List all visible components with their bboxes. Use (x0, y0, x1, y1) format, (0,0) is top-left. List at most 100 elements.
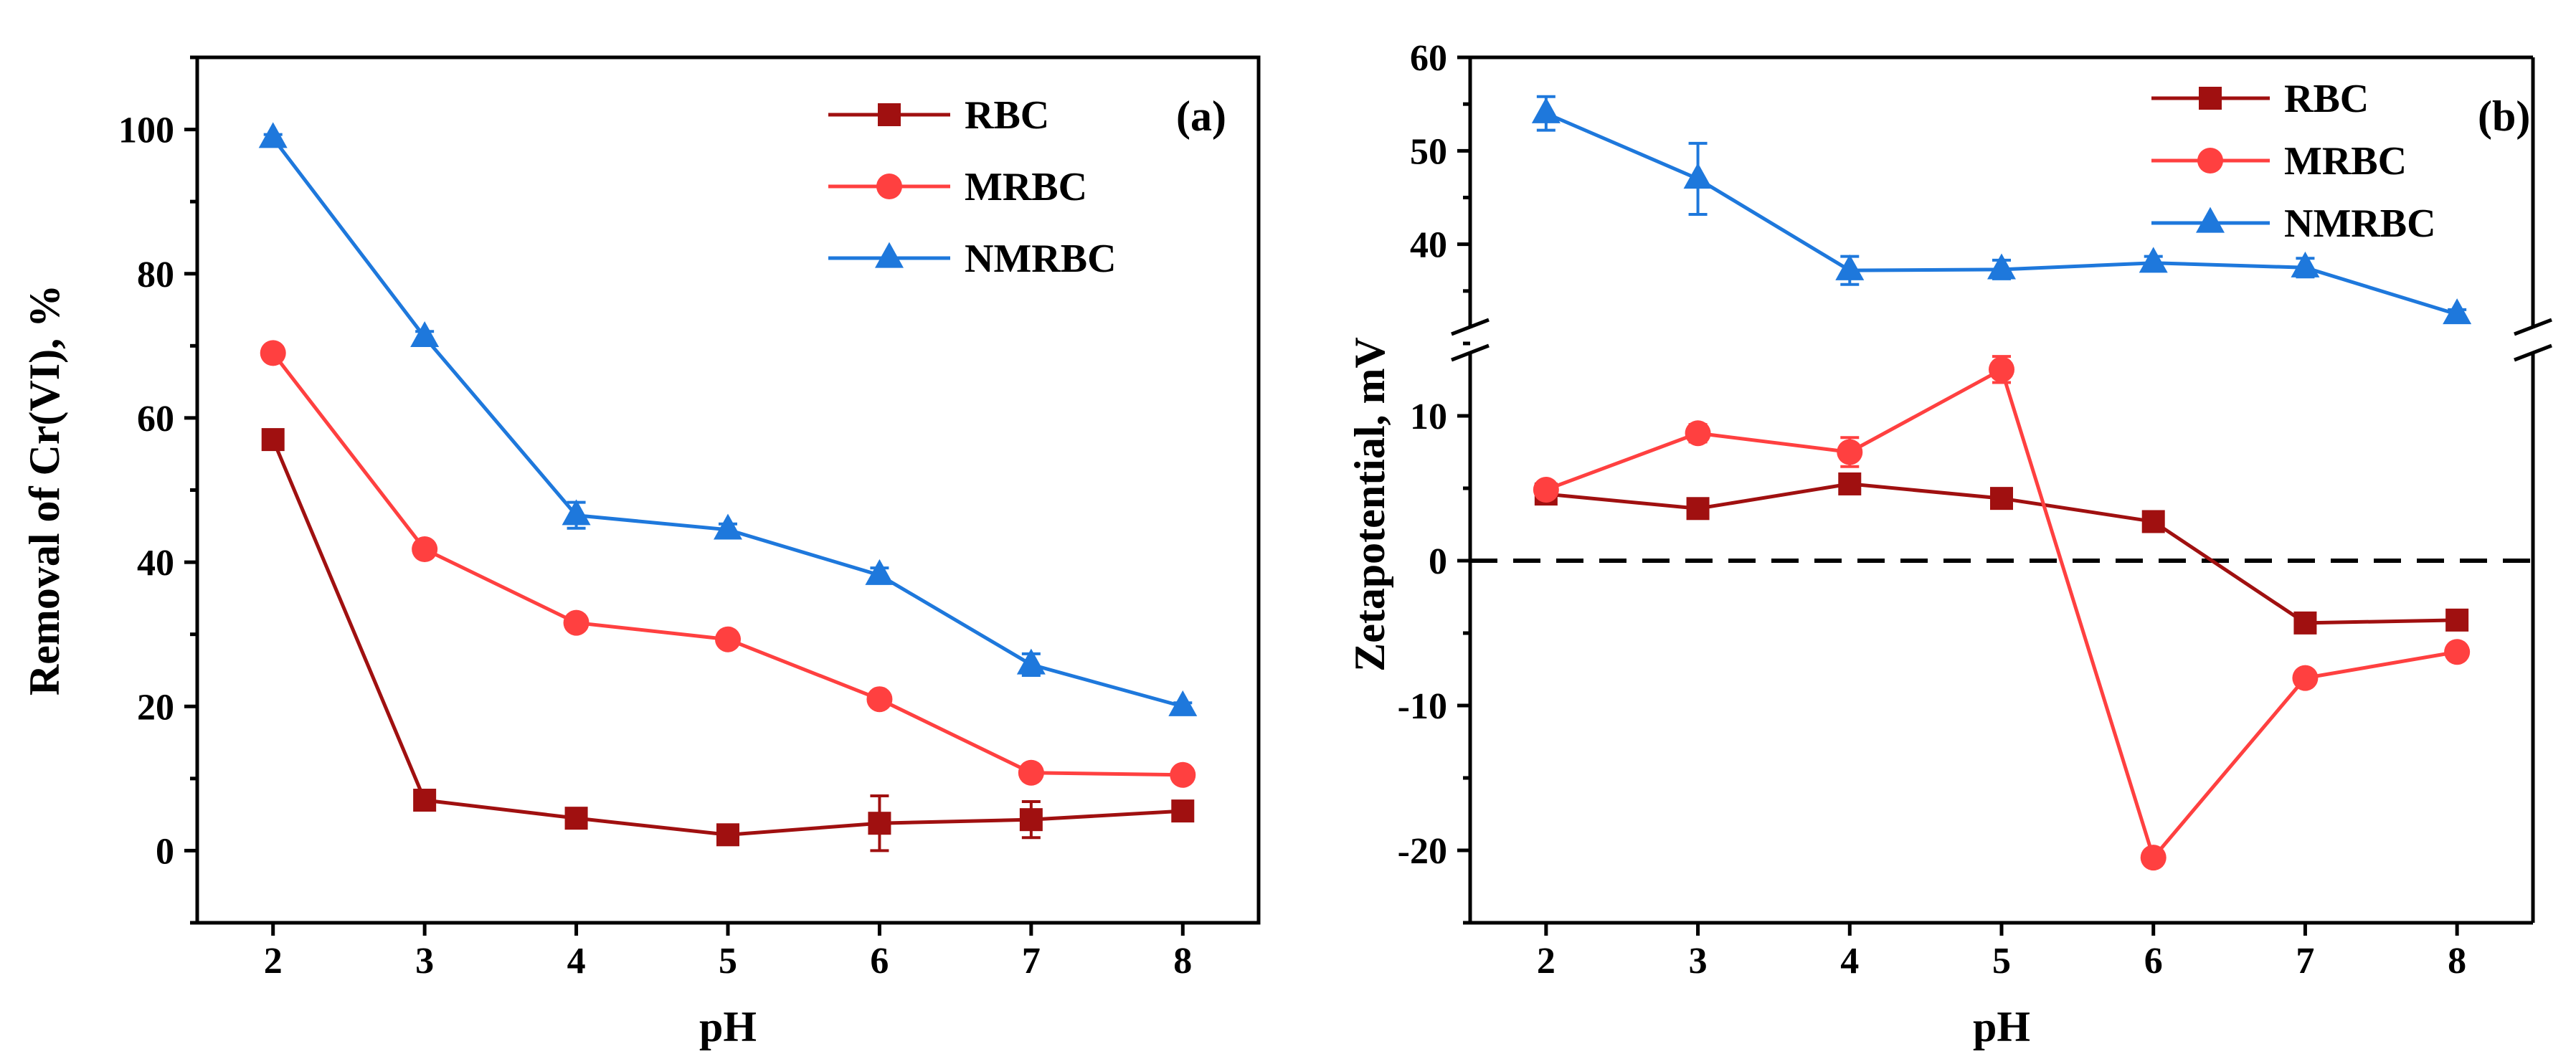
series-mrbc (1533, 355, 2471, 871)
y-tick-label: 50 (1410, 131, 1447, 172)
x-axis-title: pH (1973, 1003, 2030, 1050)
y-tick-label: 40 (1410, 225, 1447, 266)
data-point (715, 626, 741, 652)
data-point (2445, 608, 2469, 632)
legend: RBC MRBC NMRBC (2151, 77, 2436, 246)
axis-break-mark (2514, 318, 2552, 336)
data-point (562, 499, 591, 526)
data-point (564, 807, 588, 830)
y-axis-title: Zetapotential, mV (1346, 337, 1393, 672)
legend-marker (2197, 148, 2223, 174)
data-point (1685, 420, 1711, 447)
x-axis-title: pH (699, 1003, 757, 1050)
y-tick-label: 0 (156, 831, 174, 872)
x-tick-label: 3 (1689, 941, 1708, 982)
data-point (2444, 639, 2471, 665)
y-tick-label: 60 (137, 399, 174, 440)
y-tick-label: -20 (1398, 831, 1447, 872)
data-point (868, 812, 891, 835)
data-point (2140, 845, 2167, 871)
data-point (1835, 254, 1865, 280)
plot-frame (195, 55, 1261, 925)
y-tick-label: 10 (1410, 396, 1447, 437)
data-point (716, 823, 739, 847)
x-tick-label: 8 (1173, 941, 1192, 982)
data-point (714, 513, 742, 540)
data-point (2292, 665, 2319, 691)
data-point (1686, 497, 1710, 521)
legend-marker (878, 103, 901, 126)
x-tick-label: 5 (1992, 941, 2011, 982)
y-tick-label: 0 (1429, 541, 1447, 582)
x-tick-label: 6 (870, 941, 889, 982)
legend-marker (876, 174, 902, 199)
x-tick-label: 7 (2296, 941, 2314, 982)
data-point (2139, 247, 2168, 273)
x-tick-label: 2 (1537, 941, 1555, 982)
legend-label: RBC (2284, 77, 2369, 121)
series-line (271, 137, 1183, 708)
y-tick-label: -10 (1398, 686, 1447, 727)
legend-label: NMRBC (2284, 201, 2436, 246)
data-point (260, 340, 286, 366)
data-point (2141, 510, 2165, 533)
legend-label: MRBC (965, 165, 1087, 209)
x-tick-label: 4 (567, 941, 586, 982)
axis-break-mark (1451, 318, 1490, 336)
legend: RBC MRBC NMRBC (828, 93, 1117, 281)
data-point (1019, 808, 1043, 832)
series-rbc (261, 428, 1195, 853)
panel-label: (a) (1176, 92, 1226, 140)
data-point (2293, 611, 2317, 635)
data-point (866, 686, 893, 713)
data-point (410, 320, 440, 347)
x-tick-label: 3 (415, 941, 434, 982)
series-nmrbc (1531, 95, 2472, 325)
legend-marker (2199, 87, 2222, 110)
panel-b-chart: 2 3 4 5 6 7 8 -20 -10 0 10 40 50 60 pH Zetapotential, m… (1346, 38, 2552, 1050)
y-tick-label: 60 (1410, 38, 1447, 79)
legend-label: NMRBC (965, 237, 1117, 281)
y-axis-title: Removal of Cr(VI), % (21, 285, 68, 695)
data-point (1838, 472, 1862, 495)
axis-break-mark (2514, 343, 2552, 362)
legend-marker (875, 242, 904, 268)
data-point (1987, 253, 2016, 280)
y-tick-label: 80 (137, 255, 174, 295)
data-point (1018, 759, 1044, 786)
data-point (865, 559, 894, 585)
data-point (1168, 690, 1198, 716)
series-line (271, 351, 1183, 777)
data-point (1533, 477, 1559, 503)
data-point (563, 609, 589, 636)
y-tick-label: 20 (137, 687, 174, 728)
panel-label: (b) (2478, 92, 2530, 140)
series-nmrbc (258, 122, 1198, 716)
x-tick-label: 7 (1022, 941, 1041, 982)
data-point (258, 122, 288, 148)
legend-label: RBC (965, 93, 1049, 138)
series-mrbc (260, 340, 1196, 788)
data-point (261, 428, 285, 452)
data-point (1989, 356, 2014, 383)
legend-label: MRBC (2284, 139, 2407, 184)
data-point (1531, 97, 1561, 123)
series-line (1545, 366, 2458, 862)
x-tick-label: 2 (264, 941, 283, 982)
data-point (2443, 298, 2472, 325)
data-point (1171, 799, 1195, 823)
axis-break-mark (1451, 343, 1490, 362)
x-tick-label: 4 (1840, 941, 1859, 982)
x-tick-label: 5 (719, 941, 737, 982)
data-point (1170, 761, 1196, 788)
data-point (2291, 251, 2320, 277)
data-point (1990, 487, 2013, 510)
y-tick-label: 40 (137, 543, 174, 584)
x-tick-label: 8 (2448, 941, 2466, 982)
series-rbc (1534, 472, 2469, 635)
data-point (1683, 163, 1713, 189)
data-point (1016, 648, 1046, 675)
y-tick-label: 100 (118, 110, 174, 151)
